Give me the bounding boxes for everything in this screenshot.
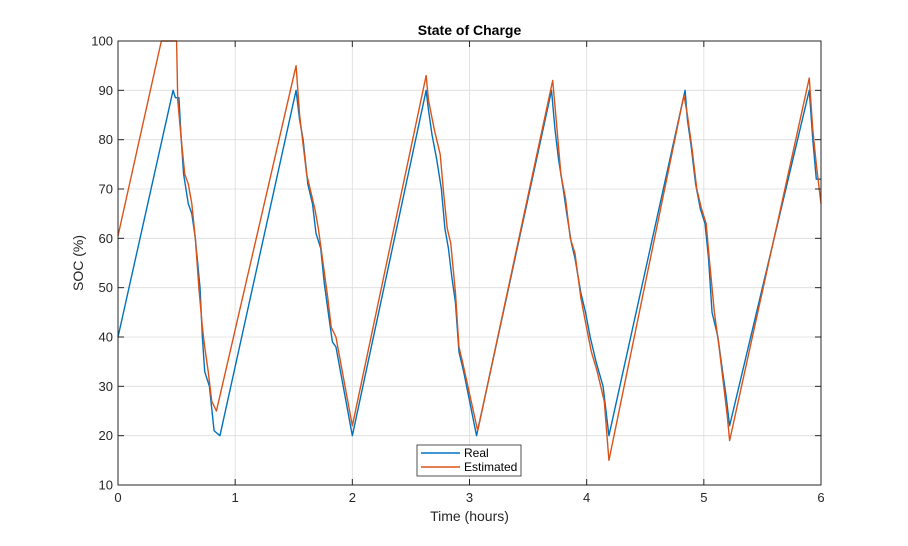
y-tick-label: 30 [99, 379, 113, 394]
x-tick-label: 3 [466, 490, 473, 505]
x-tick-label: 0 [114, 490, 121, 505]
legend: Real Estimated [416, 444, 522, 477]
y-axis-label: SOC (%) [70, 235, 86, 291]
chart-title: State of Charge [418, 22, 522, 38]
legend-box [416, 444, 522, 477]
y-tick-label: 100 [91, 34, 113, 49]
x-tick-label: 1 [232, 490, 239, 505]
x-tick-label: 5 [700, 490, 707, 505]
y-tick-label: 40 [99, 330, 113, 345]
series-line-estimated [117, 40, 822, 462]
y-tick-label: 60 [99, 231, 113, 246]
x-tick-label: 6 [817, 490, 824, 505]
legend-label-real: Real [464, 446, 489, 460]
legend-label-estimated: Estimated [464, 460, 517, 474]
y-tick-label: 90 [99, 83, 113, 98]
y-tick-label: 80 [99, 132, 113, 147]
x-tick-label: 2 [349, 490, 356, 505]
x-tick-label: 4 [583, 490, 590, 505]
y-tick-label: 70 [99, 182, 113, 197]
y-tick-label: 20 [99, 428, 113, 443]
y-tick-label: 10 [99, 478, 113, 493]
series-layer [117, 40, 822, 462]
series-line-real [117, 89, 821, 437]
ticks [117, 40, 822, 486]
tick-labels: 0 1 2 3 4 5 6 10 20 30 40 50 60 70 80 90 100 [91, 34, 824, 506]
y-tick-label: 50 [99, 280, 113, 295]
x-axis-label: Time (hours) [430, 508, 509, 524]
